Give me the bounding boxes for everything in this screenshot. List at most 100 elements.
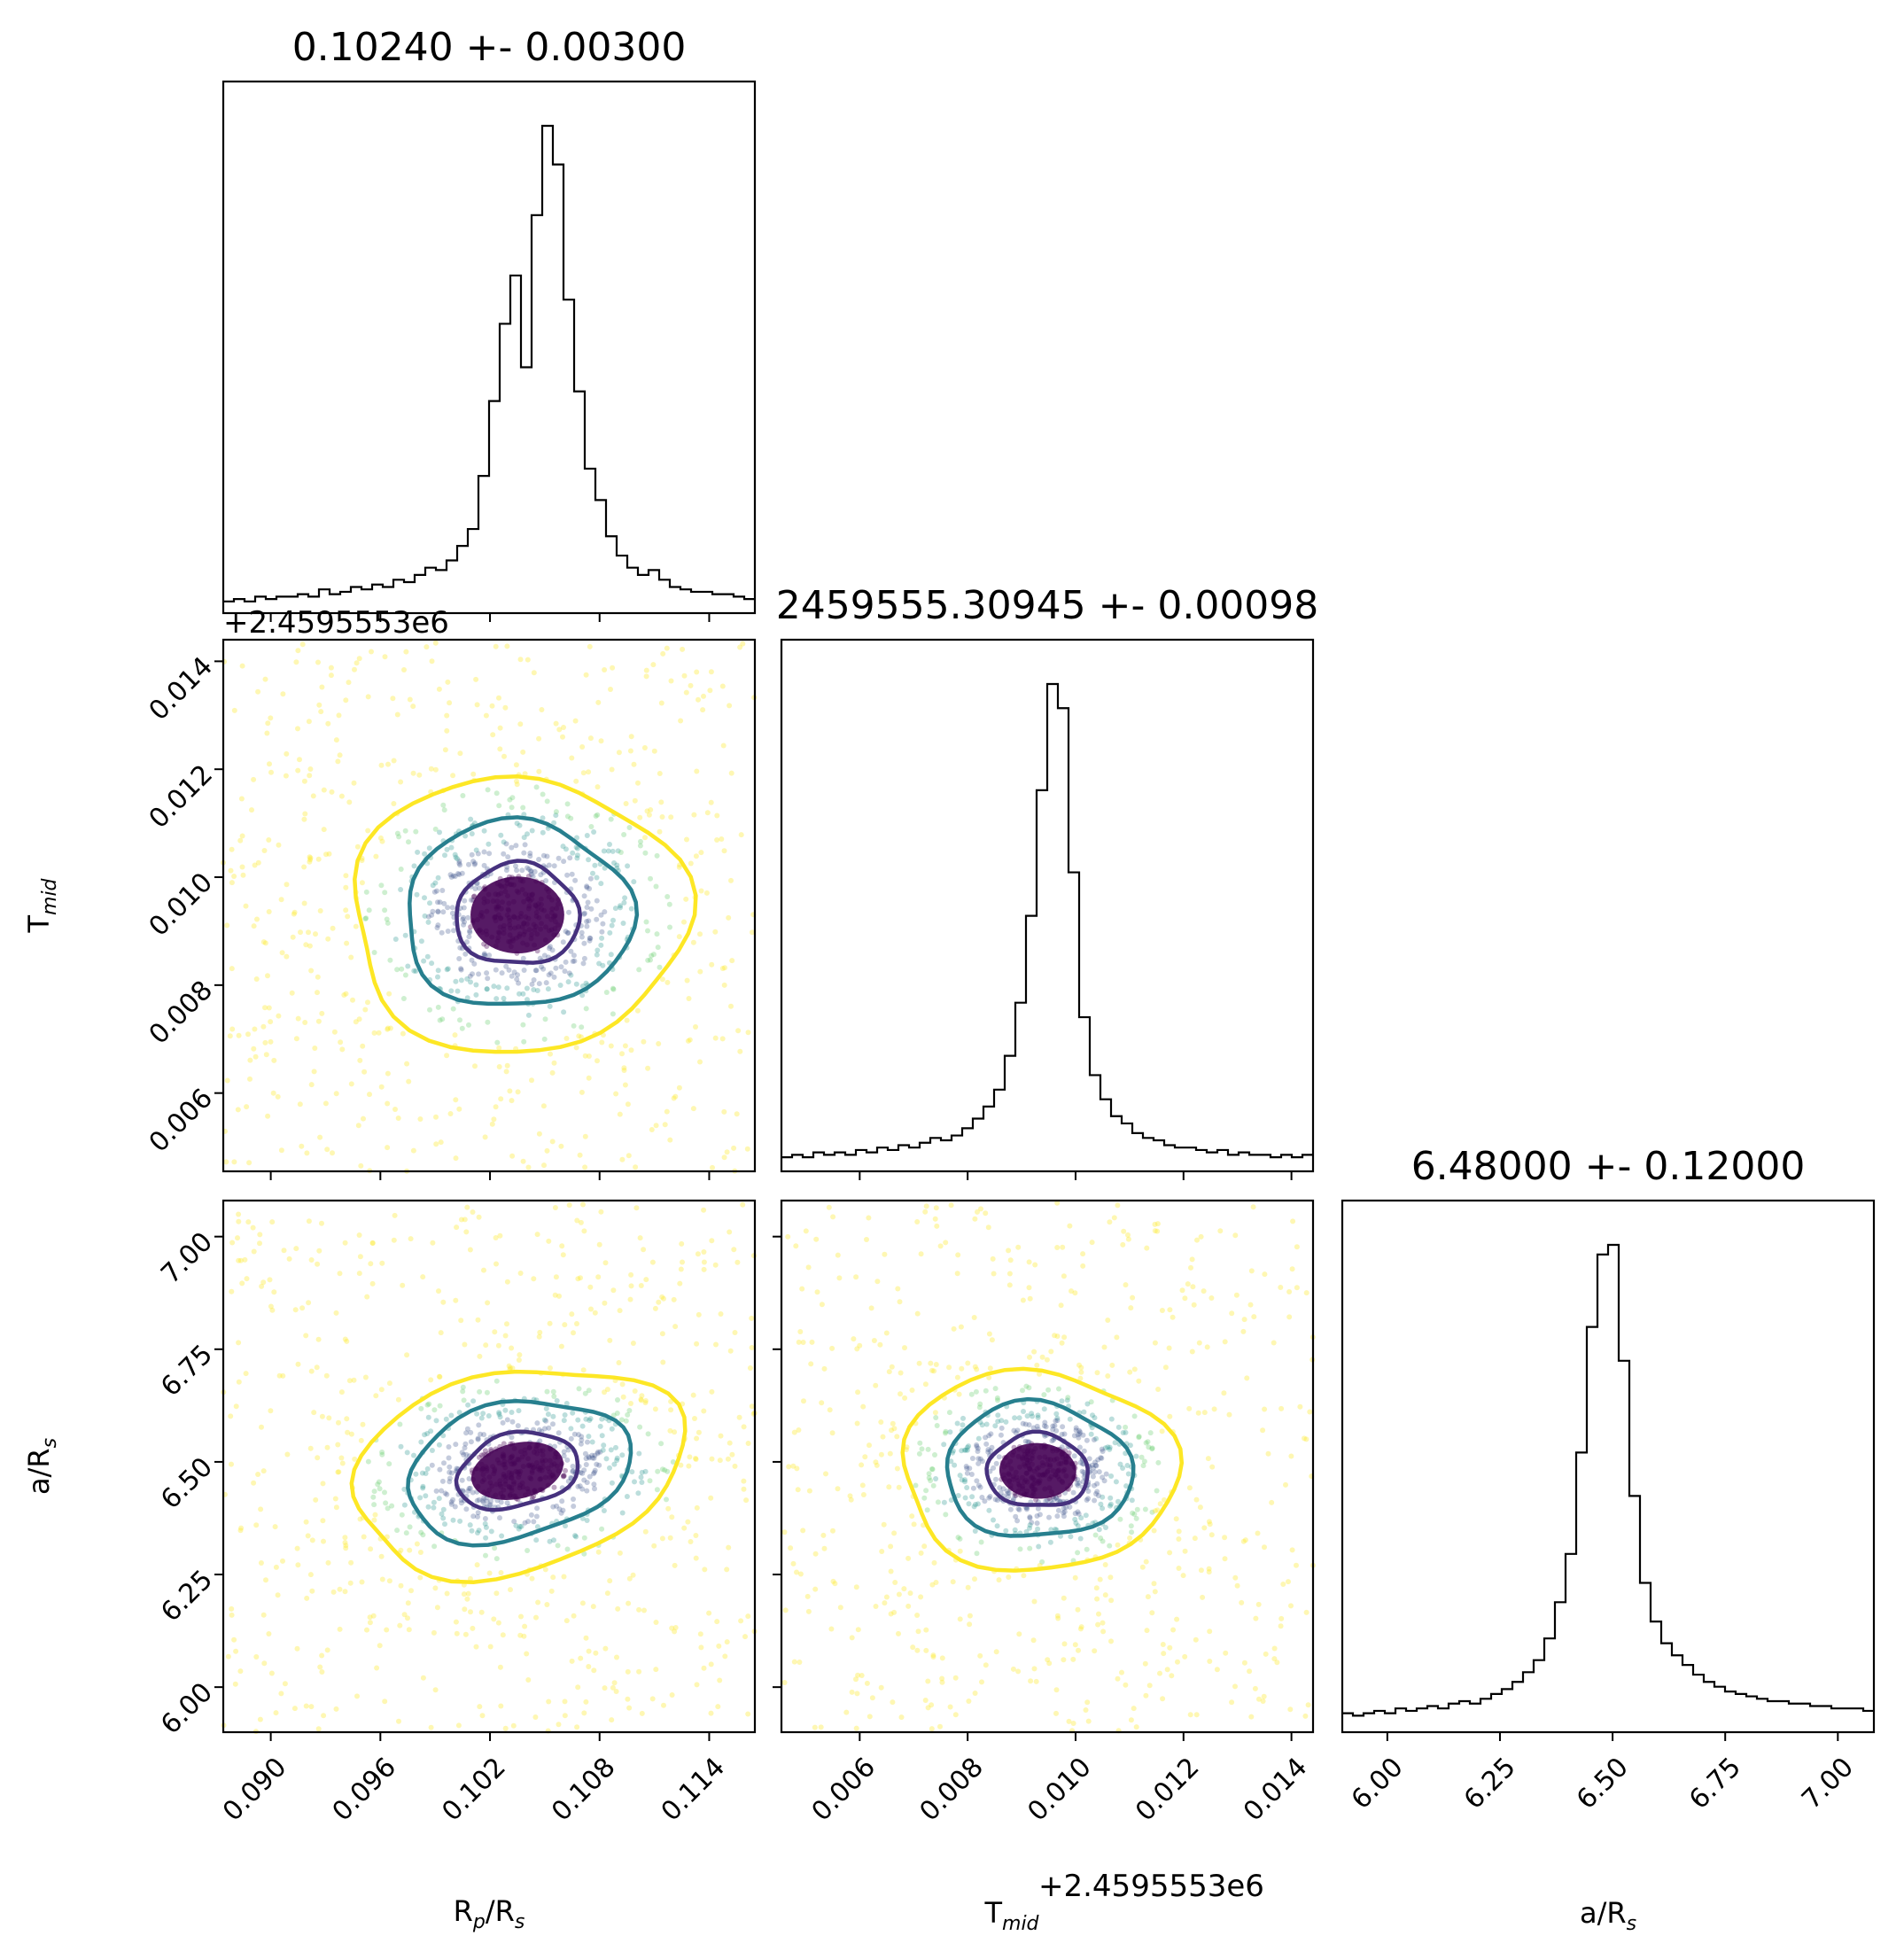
sample-point [472, 1063, 478, 1069]
sample-point [516, 1357, 522, 1363]
sample-point [398, 887, 404, 892]
sample-point [236, 1379, 242, 1385]
sample-point [331, 1029, 338, 1035]
sample-point [664, 645, 670, 651]
sample-point [461, 914, 466, 921]
sample-point [602, 909, 608, 915]
sample-point [696, 1429, 702, 1435]
sample-point [836, 1275, 843, 1281]
sample-point [633, 1164, 639, 1170]
sample-point [431, 1543, 438, 1550]
x-axis-label-1: Tmid [983, 1896, 1039, 1935]
sample-point [1294, 1562, 1299, 1568]
sample-point [941, 1499, 947, 1505]
sample-point [886, 1369, 892, 1375]
sample-point [636, 1450, 642, 1457]
sample-point [684, 836, 689, 843]
sample-point [853, 1676, 859, 1683]
sample-point [1020, 1420, 1026, 1426]
sample-point [1102, 1562, 1108, 1567]
sample-point [1079, 1468, 1085, 1474]
sample-point [481, 1495, 487, 1501]
sample-point [627, 748, 633, 754]
sample-point [483, 1535, 489, 1541]
sample-point [1080, 1432, 1086, 1438]
sample-point [521, 1038, 527, 1045]
sample-point [590, 1471, 596, 1477]
sample-point [1078, 1369, 1084, 1375]
sample-point [1164, 1667, 1170, 1673]
sample-point [701, 1266, 707, 1272]
sample-point [438, 1139, 444, 1146]
sample-point [975, 1482, 982, 1489]
sample-point [266, 1631, 272, 1636]
sample-point [750, 929, 755, 936]
sample-point [636, 1606, 642, 1613]
sample-point [1044, 1497, 1050, 1504]
sample-point [1101, 1344, 1107, 1350]
sample-point [992, 1423, 999, 1429]
sample-point [933, 1205, 939, 1211]
sample-point [544, 1602, 550, 1607]
sample-point [610, 1011, 616, 1017]
sample-point [509, 844, 515, 851]
sample-point [278, 1147, 284, 1154]
sample-point [602, 1260, 609, 1266]
sample-point [1092, 1462, 1099, 1468]
panel-frame-1-1 [780, 638, 1315, 1173]
sample-point [439, 1016, 446, 1022]
sample-point [1162, 1496, 1167, 1503]
sample-point [529, 1495, 535, 1501]
sample-point [390, 696, 396, 702]
sample-point [545, 986, 551, 992]
sample-point [473, 982, 479, 988]
sample-point [742, 1634, 748, 1640]
sample-point [835, 1252, 841, 1258]
sample-point [1149, 1446, 1155, 1452]
sample-point [1054, 1513, 1061, 1520]
sample-point [818, 1724, 824, 1730]
sample-point [391, 1237, 397, 1243]
sample-point [701, 1259, 707, 1265]
sample-point [549, 1069, 556, 1076]
sample-point [667, 1137, 673, 1143]
sample-point [786, 1464, 792, 1470]
sample-point [1061, 1641, 1068, 1647]
sample-point [591, 829, 597, 835]
sample-point [410, 704, 416, 710]
sample-point [923, 1488, 929, 1494]
sample-point [939, 1655, 945, 1661]
sample-point [239, 864, 245, 870]
sample-point [446, 1455, 452, 1461]
sample-point [401, 1612, 408, 1618]
sample-point [343, 873, 349, 879]
sample-point [618, 905, 623, 911]
sample-point [1084, 1546, 1090, 1552]
sample-point [595, 1549, 602, 1555]
x-tick-label: 6.75 [1683, 1752, 1747, 1815]
sample-point [491, 1616, 497, 1622]
sample-point [1125, 1471, 1131, 1477]
sample-point [585, 1439, 590, 1445]
sample-point [492, 1329, 498, 1335]
sample-point [561, 1473, 567, 1479]
sample-point [346, 1378, 353, 1384]
sample-point [867, 1442, 872, 1449]
sample-point [536, 735, 542, 742]
sample-point [1027, 1545, 1033, 1551]
sample-point [413, 968, 419, 974]
sample-point [982, 1498, 988, 1504]
sample-point [400, 996, 407, 1001]
sample-point [227, 1033, 233, 1039]
sample-point [359, 1579, 365, 1585]
sample-point [586, 1648, 592, 1654]
sample-point [791, 1429, 797, 1435]
sample-point [928, 1478, 934, 1483]
sample-point [1140, 1463, 1146, 1469]
sample-point [1234, 1582, 1240, 1589]
sample-point [693, 853, 699, 859]
sample-point [1123, 1282, 1129, 1288]
sample-point [732, 1330, 738, 1335]
sample-point [642, 850, 649, 856]
sample-point [574, 855, 580, 861]
